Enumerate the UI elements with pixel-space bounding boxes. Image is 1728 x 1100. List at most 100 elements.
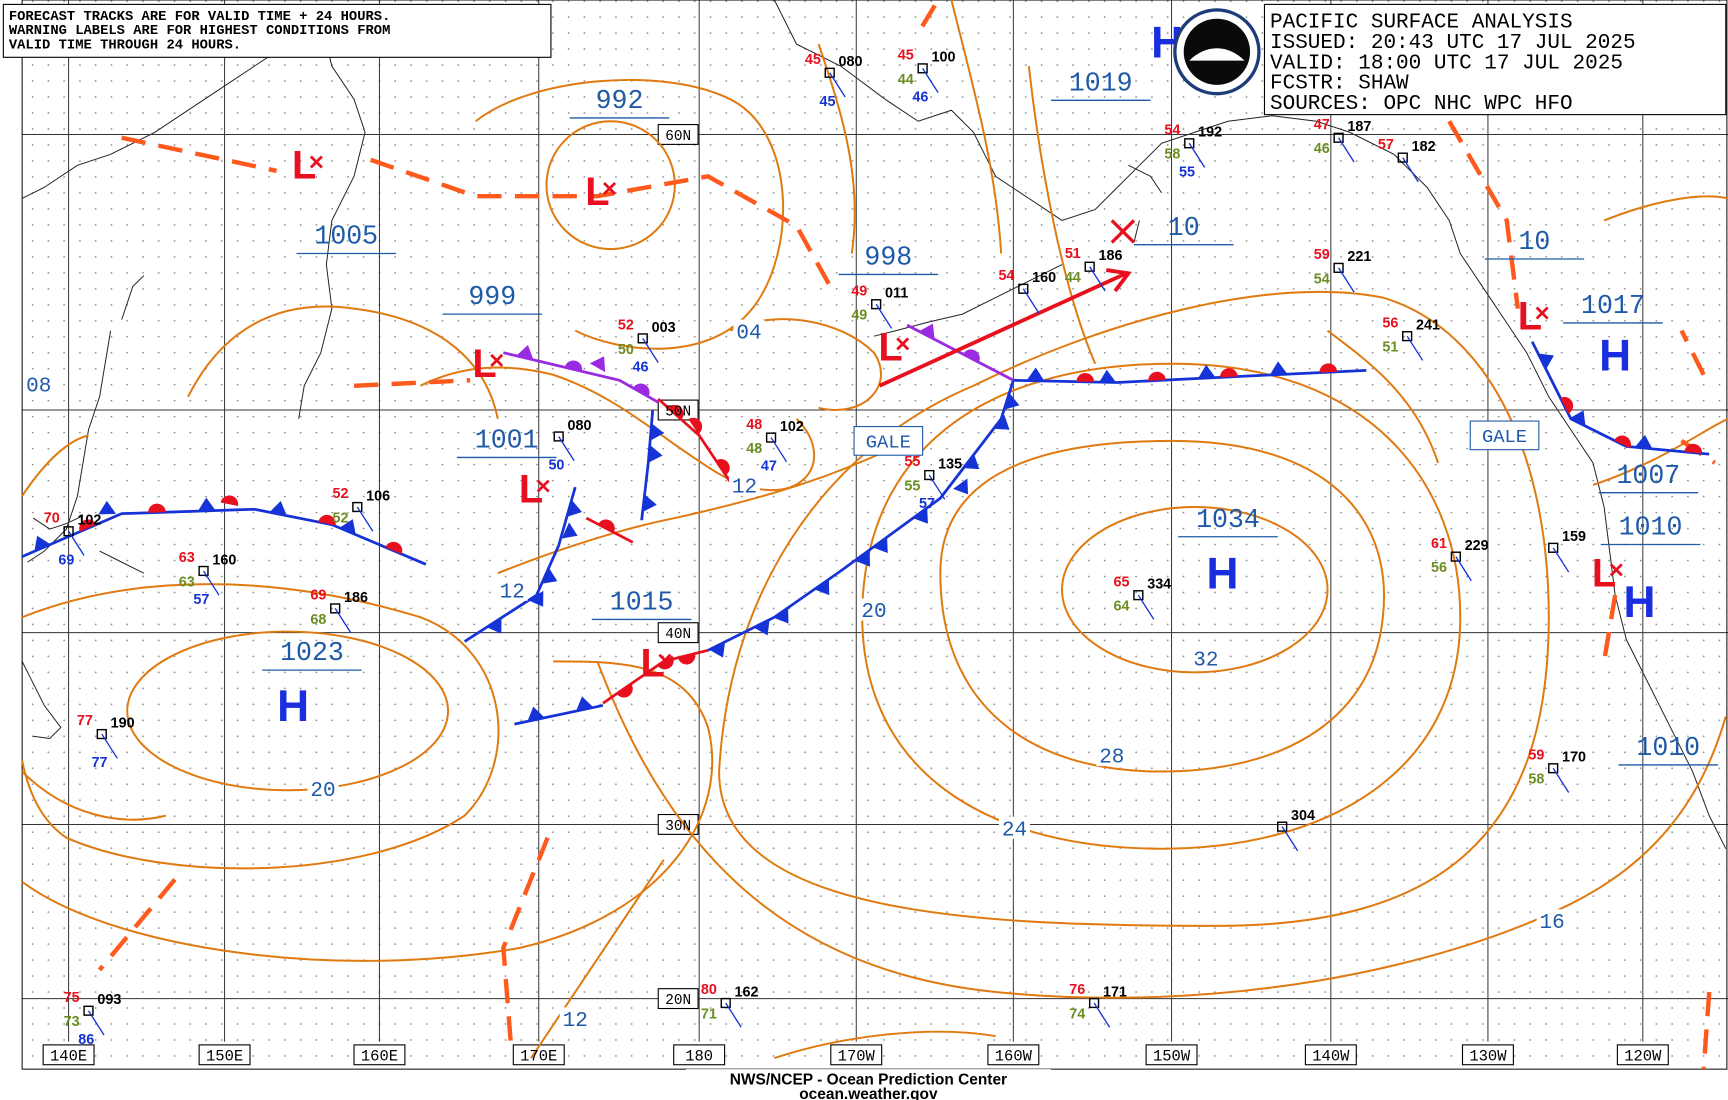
station-pressure: 080 xyxy=(839,54,863,70)
lon-label-box xyxy=(42,1044,95,1066)
notice-box xyxy=(2,3,552,58)
station-marker xyxy=(1333,132,1344,143)
lat-label: 20N xyxy=(665,993,691,1009)
station-temp: 76 xyxy=(1069,982,1085,998)
lon-label: 170E xyxy=(520,1047,557,1065)
forecast-track xyxy=(916,4,937,35)
front-semicircle xyxy=(220,495,239,506)
lon-label-box xyxy=(198,1044,251,1066)
low-x xyxy=(1535,306,1549,320)
station-pressure: 186 xyxy=(1099,248,1123,264)
dot-grid xyxy=(22,0,1728,1070)
lon-label-box xyxy=(1145,1044,1198,1066)
front-triangle xyxy=(34,535,51,552)
station-temp: 59 xyxy=(1528,747,1544,763)
station-marker xyxy=(1397,152,1408,163)
title-box xyxy=(1263,3,1727,116)
isobar-label: 20 xyxy=(310,780,335,803)
forecast-track xyxy=(353,378,471,388)
station-marker xyxy=(1277,821,1288,832)
forecast-track xyxy=(501,836,550,1048)
front-semicircle xyxy=(1148,371,1166,381)
lon-label-box xyxy=(673,1044,726,1066)
front-line xyxy=(514,704,604,726)
station-temp: 49 xyxy=(851,283,867,299)
station-pressure: 334 xyxy=(1147,577,1171,593)
front-semicircle xyxy=(1684,443,1703,454)
isobar-label-bg xyxy=(307,777,339,800)
wind-barb xyxy=(202,570,220,596)
wind-barb xyxy=(87,1010,105,1036)
forecast-arrow xyxy=(878,268,1132,388)
wind-barb xyxy=(1552,547,1570,573)
pressure-label: 1007 xyxy=(1616,461,1680,491)
station-temp: 56 xyxy=(1382,315,1398,331)
isobar-label: 24 xyxy=(1002,820,1027,843)
coastlines xyxy=(21,0,1727,849)
isobar-label-bg xyxy=(1536,909,1568,932)
front-triangle xyxy=(1538,353,1554,370)
wind-barb xyxy=(68,530,85,556)
pressure-label: 1034 xyxy=(1196,505,1260,535)
isobar-label-bg xyxy=(733,319,765,342)
title-line: PACIFIC SURFACE ANALYSIS xyxy=(1270,12,1573,35)
station-pressure: 162 xyxy=(735,984,759,1000)
lat-label: 50N xyxy=(665,405,691,421)
lon-label: 150E xyxy=(206,1047,243,1065)
front-semicircle xyxy=(318,514,336,526)
station-marker xyxy=(1333,262,1344,273)
station-temp: 65 xyxy=(1114,574,1130,590)
isobar-label: 32 xyxy=(1193,650,1218,673)
station-pressure: 003 xyxy=(652,320,676,336)
warning-label: GALE xyxy=(1482,426,1527,448)
isobar-label: 12 xyxy=(500,581,525,604)
low-x xyxy=(309,155,323,169)
station-dewpoint: 58 xyxy=(1164,147,1180,163)
pressure-label: 1001 xyxy=(475,426,539,456)
isobar-label-bg xyxy=(559,1007,591,1030)
wind-barb xyxy=(558,436,575,462)
station-sst: 86 xyxy=(78,1032,94,1048)
front-triangle xyxy=(642,494,657,513)
footer-bg xyxy=(685,1069,1051,1100)
station-pressure: 160 xyxy=(1032,270,1056,286)
wind-barb xyxy=(875,303,893,329)
front-triangle xyxy=(963,454,980,470)
station-dewpoint: 44 xyxy=(1065,270,1081,286)
station-marker xyxy=(1402,331,1413,342)
pressure-label: 10 xyxy=(1518,227,1550,257)
front-triangle xyxy=(576,696,594,712)
front-line xyxy=(1013,368,1367,384)
station-sst: 77 xyxy=(92,755,108,771)
front-semicircle xyxy=(633,383,650,397)
isobar-label: 16 xyxy=(1539,912,1564,935)
front-triangle xyxy=(993,414,1010,430)
front-triangle xyxy=(1197,364,1216,379)
front-triangle xyxy=(566,499,583,517)
front-triangle xyxy=(912,507,928,524)
station-temp: 75 xyxy=(64,990,80,1006)
pressure-label: 1005 xyxy=(314,222,378,252)
pressure-label: 1015 xyxy=(610,588,674,618)
forecast-track xyxy=(1679,329,1706,376)
lat-label-box xyxy=(657,123,699,145)
station-pressure: 106 xyxy=(366,488,390,504)
low-x xyxy=(603,181,617,195)
station-pressure: 102 xyxy=(77,513,101,529)
station-sst: 45 xyxy=(819,94,835,110)
isobar-label-bg xyxy=(858,598,890,621)
front-semicircle xyxy=(385,541,403,555)
forecast-track xyxy=(369,157,838,297)
lon-label: 170W xyxy=(838,1047,876,1065)
high-center: H xyxy=(277,682,309,731)
station-marker xyxy=(96,728,107,740)
front-triangle xyxy=(1569,410,1586,427)
wind-barb xyxy=(770,437,788,463)
front-semicircle xyxy=(1319,363,1338,373)
forecast-track xyxy=(1447,120,1521,309)
title-line: VALID: 18:00 UTC 17 JUL 2025 xyxy=(1270,52,1623,75)
station-pressure: 229 xyxy=(1465,538,1489,554)
station-temp: 69 xyxy=(310,588,326,604)
station-pressure: 186 xyxy=(344,590,368,606)
lon-label-box xyxy=(987,1044,1040,1066)
